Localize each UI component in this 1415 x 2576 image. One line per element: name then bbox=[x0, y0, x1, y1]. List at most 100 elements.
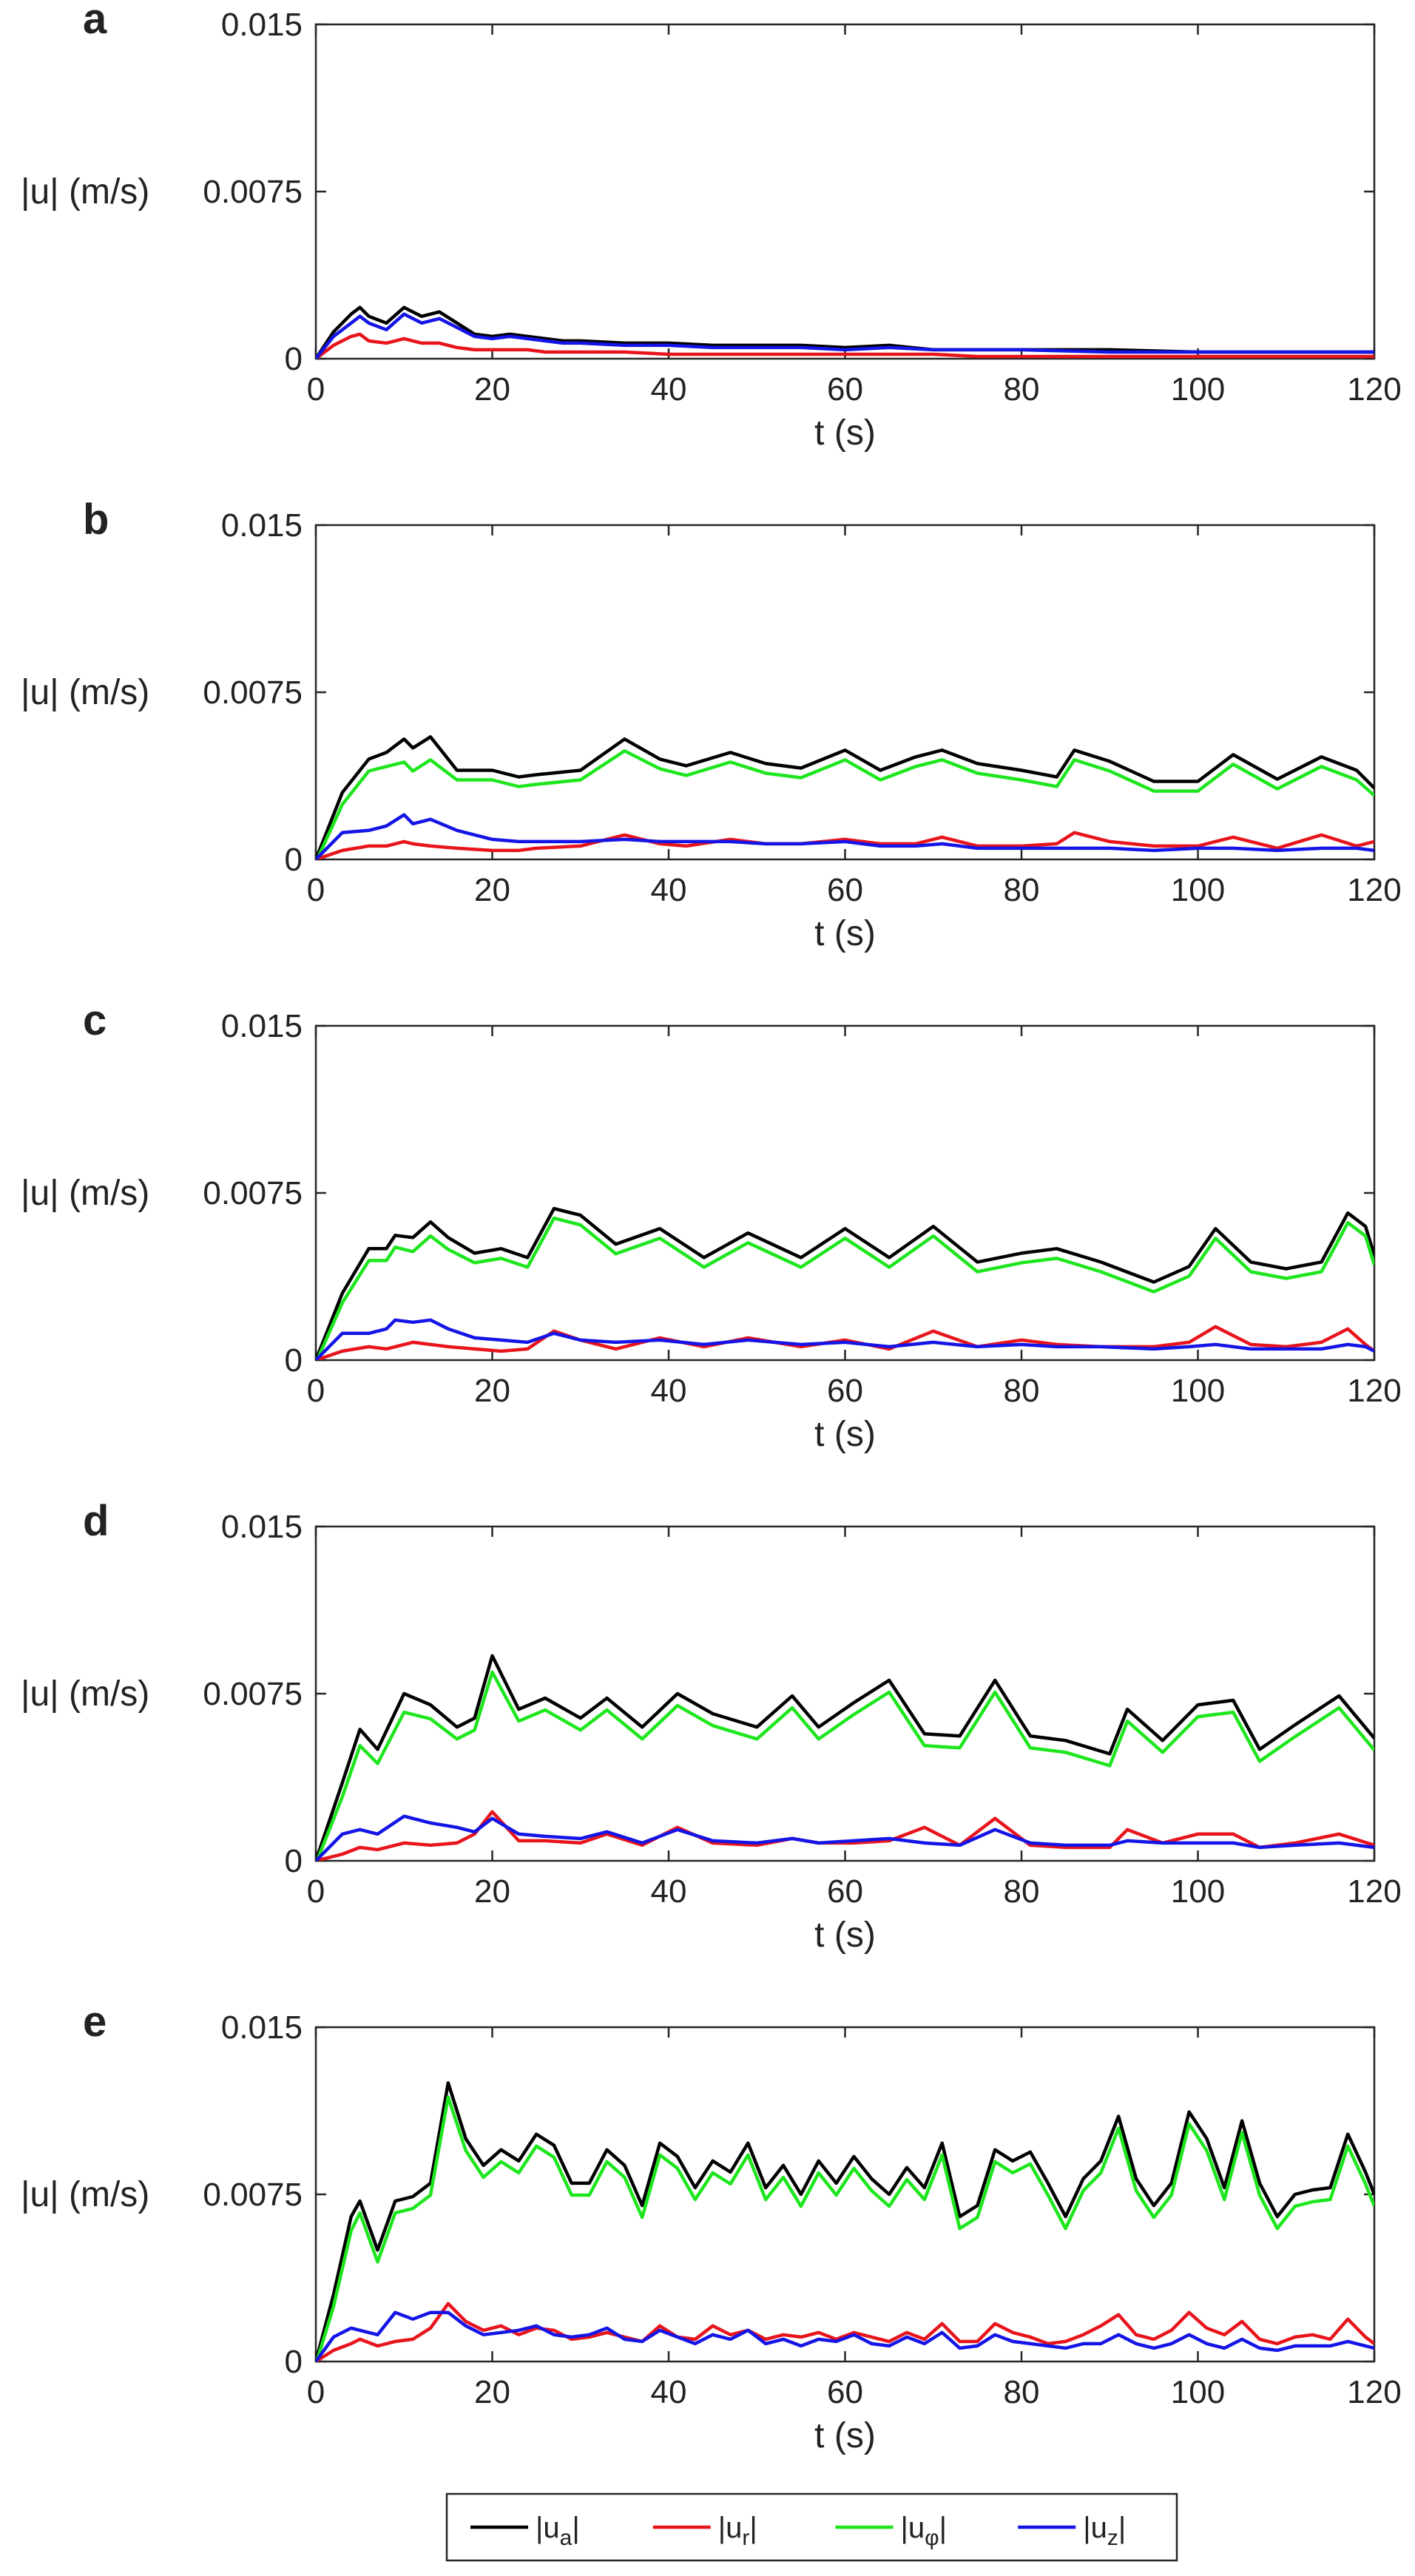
x-tick-label: 0 bbox=[307, 1373, 325, 1409]
x-tick-label: 100 bbox=[1171, 371, 1225, 408]
x-tick-label: 80 bbox=[1004, 371, 1040, 408]
x-axis-label: t (s) bbox=[814, 2416, 876, 2455]
series-line-ur bbox=[316, 2302, 1374, 2362]
legend-item: |ur| bbox=[652, 2512, 757, 2550]
y-tick-label: 0 bbox=[285, 1843, 303, 1879]
series-line-uz bbox=[316, 1318, 1374, 1360]
y-tick-label: 0.0075 bbox=[203, 675, 303, 711]
series-line-uz bbox=[316, 2310, 1374, 2362]
series-line-ua bbox=[316, 1654, 1374, 1861]
y-axis-label: |u| (m/s) bbox=[21, 1174, 149, 1213]
panel-a: 0 20 40 60 80 100 120 0 0.0075 0.015 |u| (m/s) t (s… bbox=[21, 0, 1402, 453]
panels: 0 20 40 60 80 100 120 0 0.0075 0.015 |u| (m/s) t (s… bbox=[21, 0, 1402, 2455]
legend-item: |uφ| bbox=[835, 2512, 947, 2550]
panel-letter: e bbox=[83, 1998, 107, 2046]
y-tick-label: 0 bbox=[285, 842, 303, 878]
legend-label: |uφ| bbox=[901, 2512, 947, 2550]
panel-letter: c bbox=[83, 996, 107, 1044]
panel-d: 0 20 40 60 80 100 120 0 0.0075 0.015 |u| (m/s) t (s… bbox=[21, 1497, 1402, 1955]
y-tick-label: 0.015 bbox=[221, 1509, 303, 1545]
legend-item: |ua| bbox=[470, 2512, 580, 2550]
x-axis-label: t (s) bbox=[814, 914, 876, 953]
x-tick-label: 0 bbox=[307, 2374, 325, 2410]
x-tick-label: 100 bbox=[1171, 872, 1225, 908]
x-tick-label: 60 bbox=[827, 872, 863, 908]
y-tick-label: 0.0075 bbox=[203, 174, 303, 210]
x-tick-label: 20 bbox=[474, 1373, 510, 1409]
y-tick-label: 0.0075 bbox=[203, 1175, 303, 1211]
series-line-uphi bbox=[316, 1670, 1374, 1861]
axes-box bbox=[314, 524, 1376, 861]
x-tick-label: 100 bbox=[1171, 1373, 1225, 1409]
x-tick-label: 40 bbox=[651, 1373, 687, 1409]
x-tick-label: 40 bbox=[651, 1873, 687, 1910]
panel-letter: a bbox=[83, 0, 107, 43]
x-tick-label: 120 bbox=[1347, 1873, 1401, 1910]
x-tick-label: 0 bbox=[307, 1873, 325, 1910]
axes-box bbox=[314, 23, 1376, 360]
series-line-ua bbox=[316, 1206, 1374, 1360]
y-axis-label: |u| (m/s) bbox=[21, 2175, 149, 2214]
y-axis-label: |u| (m/s) bbox=[21, 673, 149, 712]
y-tick-label: 0.015 bbox=[221, 507, 303, 544]
x-axis-label: t (s) bbox=[814, 1415, 876, 1454]
x-tick-label: 120 bbox=[1347, 1373, 1401, 1409]
x-tick-label: 80 bbox=[1004, 1873, 1040, 1910]
series-line-ur bbox=[316, 332, 1374, 359]
series-line-uz bbox=[316, 813, 1374, 859]
x-tick-label: 100 bbox=[1171, 1873, 1225, 1910]
y-axis-label: |u| (m/s) bbox=[21, 172, 149, 212]
axes-box bbox=[314, 1525, 1376, 1862]
legend-label: |ua| bbox=[536, 2512, 580, 2550]
x-tick-label: 80 bbox=[1004, 1373, 1040, 1409]
series-line-ua bbox=[316, 735, 1374, 859]
y-tick-label: 0.0075 bbox=[203, 2177, 303, 2213]
panel-c: 0 20 40 60 80 100 120 0 0.0075 0.015 |u| (m/s) t (s… bbox=[21, 996, 1402, 1454]
axes-box bbox=[314, 2026, 1376, 2363]
x-axis-label: t (s) bbox=[814, 1916, 876, 1955]
series-line-uz bbox=[316, 312, 1374, 359]
x-tick-label: 60 bbox=[827, 2374, 863, 2410]
x-axis-label: t (s) bbox=[814, 413, 876, 453]
x-tick-label: 120 bbox=[1347, 371, 1401, 408]
legend-label: |ur| bbox=[718, 2512, 757, 2550]
panel-b: 0 20 40 60 80 100 120 0 0.0075 0.015 |u| (m/s) t (s… bbox=[21, 496, 1402, 953]
x-tick-label: 20 bbox=[474, 2374, 510, 2410]
x-tick-label: 80 bbox=[1004, 872, 1040, 908]
legend: |ua| |ur| |uφ| |uz| bbox=[445, 2492, 1178, 2562]
x-tick-label: 40 bbox=[651, 371, 687, 408]
series-line-uphi bbox=[316, 2095, 1374, 2362]
y-tick-label: 0.015 bbox=[221, 7, 303, 43]
x-tick-label: 0 bbox=[307, 371, 325, 408]
y-tick-label: 0 bbox=[285, 1342, 303, 1379]
legend-label: |uz| bbox=[1083, 2512, 1126, 2550]
x-tick-label: 0 bbox=[307, 872, 325, 908]
series-line-ua bbox=[316, 2081, 1374, 2362]
y-tick-label: 0.015 bbox=[221, 1008, 303, 1044]
x-tick-label: 20 bbox=[474, 371, 510, 408]
series-line-uphi bbox=[316, 361, 1374, 362]
x-tick-label: 40 bbox=[651, 2374, 687, 2410]
y-tick-label: 0 bbox=[285, 341, 303, 377]
series-line-uphi bbox=[316, 749, 1374, 859]
x-tick-label: 60 bbox=[827, 371, 863, 408]
y-tick-label: 0.015 bbox=[221, 2009, 303, 2046]
x-tick-label: 80 bbox=[1004, 2374, 1040, 2410]
x-tick-label: 100 bbox=[1171, 2374, 1225, 2410]
panel-letter: d bbox=[83, 1497, 109, 1545]
panel-letter: b bbox=[83, 496, 109, 544]
x-tick-label: 20 bbox=[474, 872, 510, 908]
series-line-uz bbox=[316, 1814, 1374, 1861]
y-axis-label: |u| (m/s) bbox=[21, 1674, 149, 1714]
x-tick-label: 60 bbox=[827, 1873, 863, 1910]
x-tick-label: 120 bbox=[1347, 2374, 1401, 2410]
panel-e: 0 20 40 60 80 100 120 0 0.0075 0.015 |u| (m/s) t (s… bbox=[21, 1998, 1402, 2455]
x-tick-label: 40 bbox=[651, 872, 687, 908]
x-tick-label: 120 bbox=[1347, 872, 1401, 908]
series-line-uphi bbox=[316, 1216, 1374, 1360]
y-tick-label: 0 bbox=[285, 2344, 303, 2380]
axes-box bbox=[314, 1024, 1376, 1362]
x-tick-label: 20 bbox=[474, 1873, 510, 1910]
y-tick-label: 0.0075 bbox=[203, 1676, 303, 1712]
